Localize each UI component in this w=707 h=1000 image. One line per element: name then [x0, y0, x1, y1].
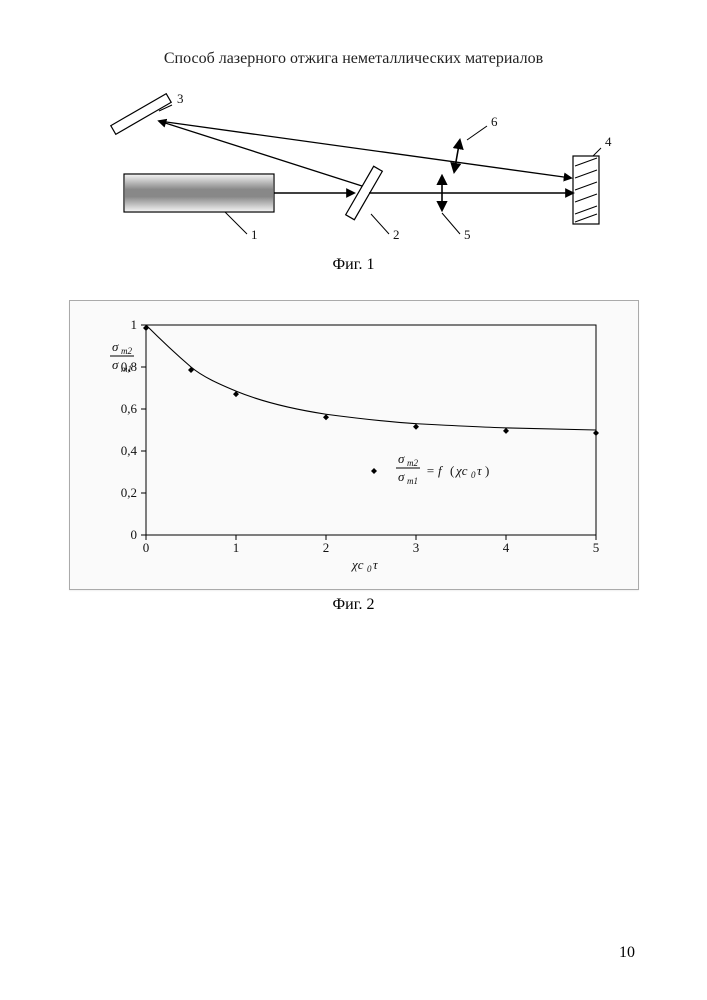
ytick3: 0,6: [120, 401, 137, 416]
svg-text:m2: m2: [407, 458, 418, 468]
svg-text:= f: = f: [426, 463, 444, 478]
svg-text:χc: χc: [350, 557, 364, 572]
chart-legend: σ m2 σ m1 = f ( χc 0 τ ): [371, 451, 489, 486]
xtick2: 2: [322, 540, 329, 555]
page-number: 10: [619, 944, 635, 962]
svg-text:σ: σ: [112, 357, 119, 372]
ytick1: 0,2: [120, 485, 136, 500]
fig1-label-2: 2: [393, 227, 400, 242]
ytick4: 0,8: [120, 359, 136, 374]
svg-text:m2: m2: [121, 346, 132, 356]
fig1-label-1: 1: [251, 227, 258, 242]
fig1-caption: Фиг. 1: [60, 256, 647, 274]
xtick3: 3: [412, 540, 419, 555]
svg-text:τ: τ: [373, 557, 379, 572]
ytick5: 1: [130, 317, 137, 332]
chart-curve: [146, 325, 596, 430]
svg-text:m1: m1: [407, 476, 418, 486]
fig2-caption: Фиг. 2: [60, 596, 647, 614]
svg-text:): ): [485, 463, 489, 478]
fig1-label-3: 3: [177, 91, 184, 106]
xtick0: 0: [142, 540, 149, 555]
ytick0: 0: [130, 527, 137, 542]
svg-text:(: (: [450, 463, 454, 478]
fig1-label-4: 4: [605, 134, 612, 149]
svg-text:τ: τ: [477, 463, 483, 478]
fig1-label-5: 5: [464, 227, 471, 242]
doc-title: Способ лазерного отжига неметаллических …: [60, 50, 647, 68]
figure-2: σ m2 σ m1 0 0,2: [69, 300, 639, 590]
svg-text:0: 0: [471, 470, 476, 480]
xtick1: 1: [232, 540, 239, 555]
svg-text:σ: σ: [398, 451, 405, 466]
figure-1: 1 2 3: [69, 86, 639, 246]
xtick5: 5: [592, 540, 599, 555]
svg-text:σ: σ: [112, 339, 119, 354]
svg-text:σ: σ: [398, 469, 405, 484]
xtick4: 4: [502, 540, 509, 555]
svg-text:χc: χc: [454, 463, 468, 478]
svg-text:0: 0: [367, 564, 372, 574]
ytick2: 0,4: [120, 443, 137, 458]
fig1-label-6: 6: [491, 114, 498, 129]
